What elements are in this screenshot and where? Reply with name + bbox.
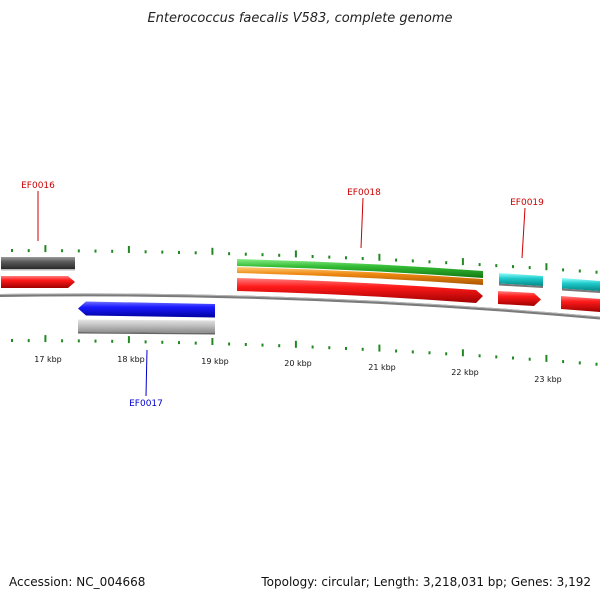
outer-ticks (11, 245, 598, 274)
scale-label-22kbp: 22 kbp (451, 368, 479, 377)
feature-green-ef0018[interactable] (237, 259, 483, 278)
genome-backbone (0, 293, 600, 320)
scale-label-23kbp: 23 kbp (534, 375, 562, 384)
gene-label-ef0018[interactable]: EF0018 (347, 188, 381, 198)
scale-label-17kbp: 17 kbp (34, 355, 62, 364)
scale-label-18kbp: 18 kbp (117, 355, 145, 364)
cds-right[interactable] (561, 296, 600, 312)
feature-light-grey-ef0017[interactable] (78, 319, 215, 335)
cds-ef0018[interactable] (237, 278, 483, 303)
label-leader-ef0017 (145, 349, 148, 397)
accession-text: Accession: NC_004668 (9, 575, 145, 589)
genome-backbone-highlight (0, 293, 600, 318)
inner-ticks (11, 335, 598, 366)
feature-cyan-ef0019[interactable] (499, 273, 543, 288)
cds-ef0016[interactable] (1, 276, 75, 288)
scale-label-20kbp: 20 kbp (284, 359, 312, 368)
genome-title: Enterococcus faecalis V583, complete gen… (147, 11, 452, 26)
cds-ef0017[interactable] (78, 301, 215, 318)
feature-grey-ef0016[interactable] (1, 257, 75, 271)
cds-ef0019[interactable] (498, 291, 541, 306)
gene-label-ef0019[interactable]: EF0019 (510, 198, 544, 208)
scale-label-21kbp: 21 kbp (368, 363, 396, 372)
label-leader-ef0019 (521, 207, 526, 259)
gene-label-ef0017[interactable]: EF0017 (129, 399, 163, 409)
feature-orange-ef0018[interactable] (237, 267, 483, 285)
gene-label-ef0016[interactable]: EF0016 (21, 181, 55, 191)
feature-cyan-right[interactable] (562, 278, 600, 293)
genome-stats-text: Topology: circular; Length: 3,218,031 bp… (260, 575, 591, 589)
label-leader-ef0018 (360, 197, 364, 249)
scale-label-19kbp: 19 kbp (201, 357, 229, 366)
